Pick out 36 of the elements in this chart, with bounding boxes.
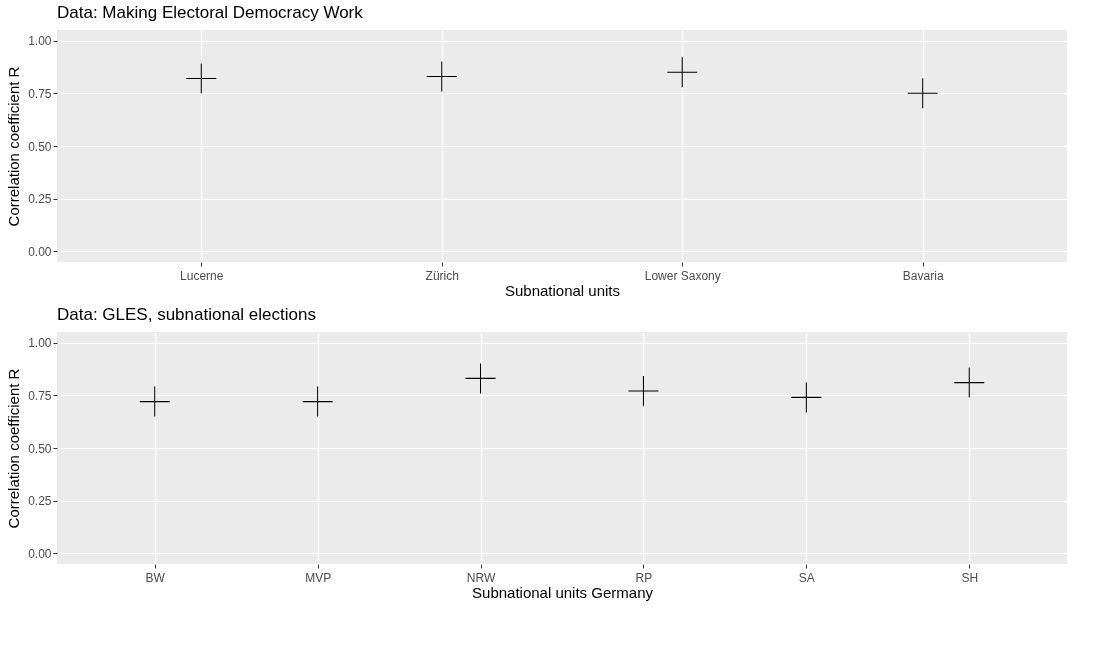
point <box>667 57 698 88</box>
point <box>186 63 217 94</box>
point <box>907 78 938 109</box>
x-tick-label: Lower Saxony <box>644 268 721 283</box>
point <box>302 386 333 417</box>
y-tick-label: 0.00 <box>28 244 52 259</box>
point <box>139 386 170 417</box>
y-tick-label: 0.00 <box>28 546 52 561</box>
y-tick-label: 1.00 <box>28 34 52 49</box>
y-tick-label: 0.25 <box>28 494 52 509</box>
y-tick-label: 1.00 <box>28 336 52 351</box>
point <box>791 382 822 413</box>
x-tick-label: Bavaria <box>902 268 944 283</box>
x-tick-label: RP <box>635 570 653 585</box>
x-tick-label: NRW <box>466 570 496 585</box>
y-tick-label: 0.50 <box>28 441 52 456</box>
x-axis-title: Subnational units <box>504 281 621 299</box>
point <box>426 61 457 92</box>
x-tick-label: Lucerne <box>180 268 224 283</box>
y-tick-label: 0.25 <box>28 192 52 207</box>
point <box>628 376 659 407</box>
x-tick-label: Zürich <box>425 268 459 283</box>
chart-title: Data: GLES, subnational elections <box>57 305 316 324</box>
point <box>954 367 985 398</box>
y-tick-label: 0.75 <box>28 86 52 101</box>
y-tick-label: 0.75 <box>28 388 52 403</box>
chart-title: Data: Making Electoral Democracy Work <box>57 3 364 22</box>
y-axis-title: Correlation coefficient R <box>5 66 23 227</box>
x-tick-label: BW <box>145 570 166 585</box>
y-axis-title: Correlation coefficient R <box>5 368 23 529</box>
x-tick-label: SH <box>961 570 979 585</box>
x-tick-label: SA <box>798 570 815 585</box>
x-tick-label: MVP <box>305 570 332 585</box>
point <box>465 363 496 394</box>
x-axis-title: Subnational units Germany <box>472 583 654 601</box>
y-tick-label: 0.50 <box>28 139 52 154</box>
